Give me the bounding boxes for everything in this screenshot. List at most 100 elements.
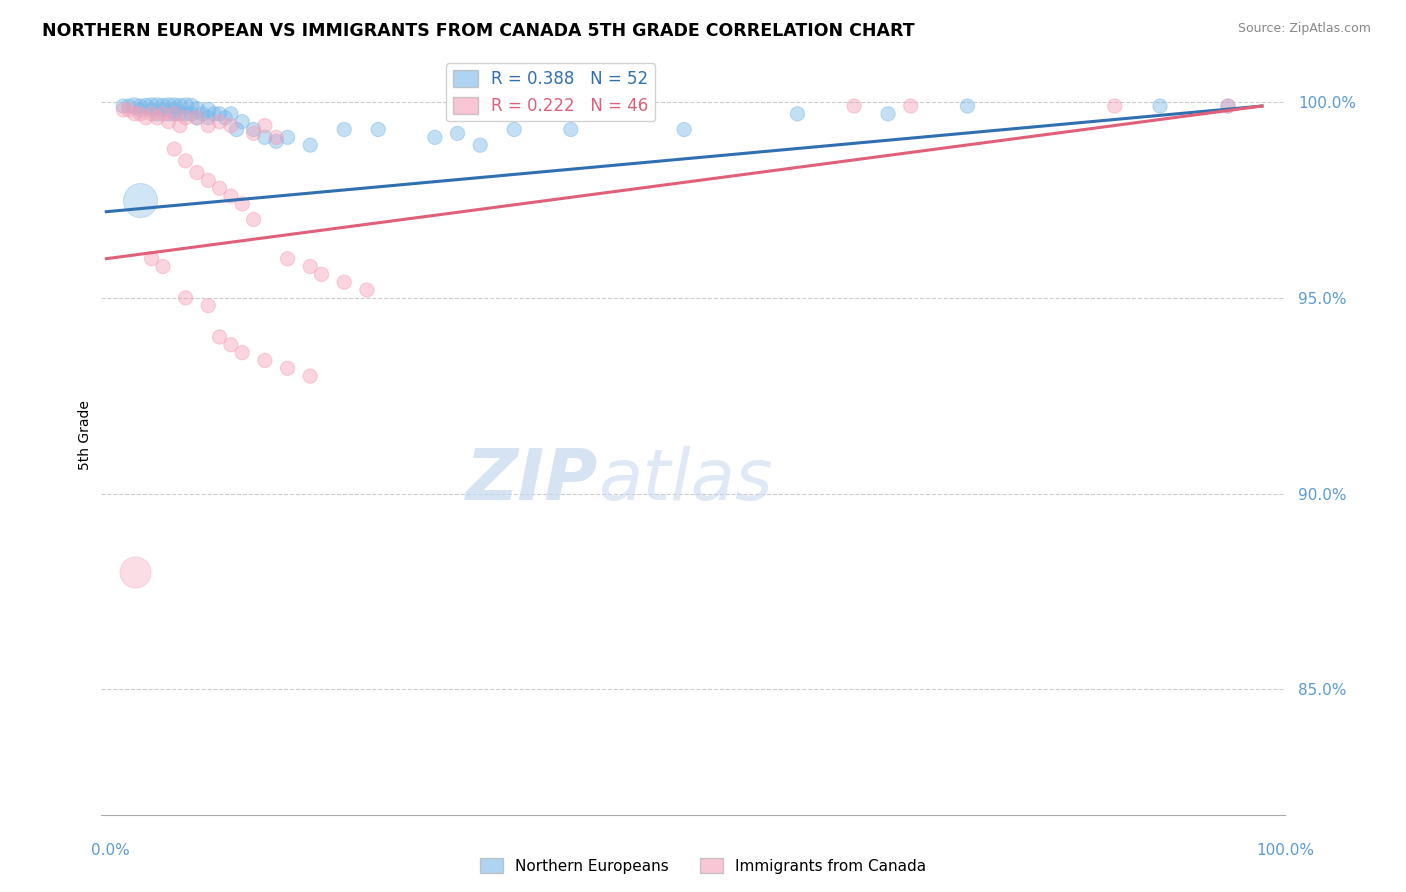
Point xyxy=(231,345,253,359)
Point xyxy=(277,252,299,266)
Point xyxy=(299,138,322,153)
Point xyxy=(129,107,152,121)
Point xyxy=(118,99,141,113)
Point xyxy=(264,134,287,148)
Point xyxy=(112,99,135,113)
Point xyxy=(129,99,152,113)
Point xyxy=(141,103,163,117)
Point xyxy=(673,122,696,136)
Point xyxy=(1216,99,1239,113)
Point xyxy=(124,99,146,113)
Point xyxy=(163,103,186,117)
Point xyxy=(163,107,186,121)
Text: atlas: atlas xyxy=(598,446,772,515)
Point xyxy=(208,330,231,344)
Point xyxy=(169,99,191,113)
Point xyxy=(560,122,582,136)
Point xyxy=(197,111,219,125)
Text: NORTHERN EUROPEAN VS IMMIGRANTS FROM CANADA 5TH GRADE CORRELATION CHART: NORTHERN EUROPEAN VS IMMIGRANTS FROM CAN… xyxy=(42,22,915,40)
Point xyxy=(146,99,169,113)
Point xyxy=(152,99,174,113)
Point xyxy=(124,565,146,579)
Point xyxy=(174,111,197,125)
Point xyxy=(219,119,242,133)
Point xyxy=(157,114,180,128)
Point xyxy=(152,107,174,121)
Point xyxy=(197,119,219,133)
Point xyxy=(174,107,197,121)
Legend: R = 0.388   N = 52, R = 0.222   N = 46: R = 0.388 N = 52, R = 0.222 N = 46 xyxy=(446,63,655,121)
Point xyxy=(225,122,247,136)
Point xyxy=(877,107,900,121)
Point xyxy=(174,99,197,113)
Text: 100.0%: 100.0% xyxy=(1257,843,1315,858)
Point xyxy=(141,107,163,121)
Point xyxy=(208,181,231,195)
Point xyxy=(129,103,152,117)
Point xyxy=(264,130,287,145)
Point xyxy=(311,268,333,282)
Point xyxy=(202,107,225,121)
Point xyxy=(253,353,276,368)
Point xyxy=(299,260,322,274)
Point xyxy=(367,122,389,136)
Point xyxy=(146,111,169,125)
Point xyxy=(169,107,191,121)
Point xyxy=(157,99,180,113)
Point xyxy=(786,107,808,121)
Point xyxy=(191,107,214,121)
Point xyxy=(186,165,208,179)
Point xyxy=(333,122,356,136)
Point xyxy=(208,114,231,128)
Point xyxy=(356,283,378,297)
Point xyxy=(842,99,865,113)
Point xyxy=(956,99,979,113)
Point xyxy=(197,103,219,117)
Point xyxy=(242,122,264,136)
Point xyxy=(197,173,219,187)
Legend: Northern Europeans, Immigrants from Canada: Northern Europeans, Immigrants from Cana… xyxy=(474,852,932,880)
Point xyxy=(129,193,152,207)
Point xyxy=(146,107,169,121)
Point xyxy=(470,138,492,153)
Point xyxy=(446,127,468,141)
Point xyxy=(112,103,135,117)
Point xyxy=(231,114,253,128)
Point xyxy=(214,111,236,125)
Point xyxy=(208,107,231,121)
Point xyxy=(197,299,219,313)
Point xyxy=(157,107,180,121)
Point xyxy=(900,99,922,113)
Text: 0.0%: 0.0% xyxy=(91,843,131,858)
Point xyxy=(135,111,157,125)
Point xyxy=(124,107,146,121)
Point xyxy=(423,130,446,145)
Point xyxy=(141,99,163,113)
Point xyxy=(174,291,197,305)
Point xyxy=(186,103,208,117)
Point xyxy=(219,107,242,121)
Point xyxy=(242,212,264,227)
Point xyxy=(1149,99,1171,113)
Point xyxy=(299,369,322,384)
Text: ZIP: ZIP xyxy=(465,446,598,515)
Point xyxy=(118,103,141,117)
Point xyxy=(186,111,208,125)
Point xyxy=(152,103,174,117)
Point xyxy=(163,107,186,121)
Point xyxy=(186,111,208,125)
Point xyxy=(1216,99,1239,113)
Point xyxy=(333,275,356,289)
Point xyxy=(231,197,253,211)
Point xyxy=(135,99,157,113)
Point xyxy=(180,99,202,113)
Point xyxy=(277,130,299,145)
Point xyxy=(163,99,186,113)
Point xyxy=(174,153,197,168)
Point xyxy=(152,260,174,274)
Point xyxy=(219,338,242,352)
Point xyxy=(277,361,299,376)
Point xyxy=(242,127,264,141)
Text: Source: ZipAtlas.com: Source: ZipAtlas.com xyxy=(1237,22,1371,36)
Point xyxy=(163,142,186,156)
